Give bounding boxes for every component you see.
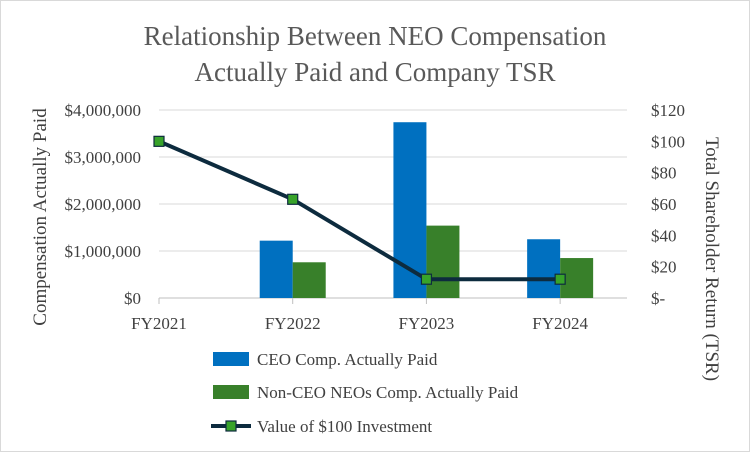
y2-tick-label: $-	[651, 289, 666, 308]
legend-label: Value of $100 Investment	[257, 417, 432, 436]
y-axis-title: Compensation Actually Paid	[30, 108, 51, 326]
bar	[259, 240, 293, 298]
y2-tick-label: $40	[651, 226, 677, 245]
y2-tick-label: $120	[651, 101, 685, 120]
x-tick-label: FY2023	[399, 314, 455, 333]
chart-title-line-2: Actually Paid and Company TSR	[195, 57, 556, 87]
tsr-marker	[554, 273, 566, 285]
y2-tick-label: $100	[651, 132, 685, 151]
x-tick-label: FY2022	[265, 314, 321, 333]
left-axis-ticks: $0 $1,000,000 $2,000,000 $3,000,000 $4,000,0…	[65, 101, 142, 308]
chart-title-line-1: Relationship Between NEO Compensation	[144, 21, 607, 51]
y2-tick-label: $20	[651, 258, 677, 277]
y-tick-label: $4,000,000	[65, 101, 142, 120]
x-tick-label: FY2024	[532, 314, 588, 333]
y-tick-label: $2,000,000	[65, 195, 142, 214]
legend-label: Non-CEO NEOs Comp. Actually Paid	[257, 383, 519, 402]
y2-tick-label: $80	[651, 164, 677, 183]
tsr-line-path	[158, 139, 561, 282]
bar	[527, 239, 561, 298]
legend-swatch	[213, 352, 249, 366]
legend-label: CEO Comp. Actually Paid	[257, 350, 438, 369]
y-tick-label: $3,000,000	[65, 148, 142, 167]
tsr-marker	[420, 273, 433, 285]
legend-swatch	[213, 385, 249, 399]
y2-tick-label: $60	[651, 195, 677, 214]
y-tick-label: $1,000,000	[65, 242, 142, 261]
bar	[426, 225, 460, 298]
y2-axis-title: Total Shareholder Return (TSR)	[701, 137, 722, 381]
bar	[292, 262, 326, 298]
tsr-marker	[287, 193, 299, 205]
legend: CEO Comp. Actually Paid Non-CEO NEOs Comp…	[211, 350, 519, 436]
tsr-marker	[153, 135, 165, 147]
x-tick-label: FY2021	[131, 314, 187, 333]
tsr-line	[153, 135, 566, 285]
x-axis-ticks: FY2021 FY2022 FY2023 FY2024	[131, 314, 588, 333]
y-tick-label: $0	[124, 289, 141, 308]
legend-marker-swatch	[225, 420, 237, 432]
right-axis-ticks: $- $20 $40 $60 $80 $100 $120	[651, 101, 685, 308]
